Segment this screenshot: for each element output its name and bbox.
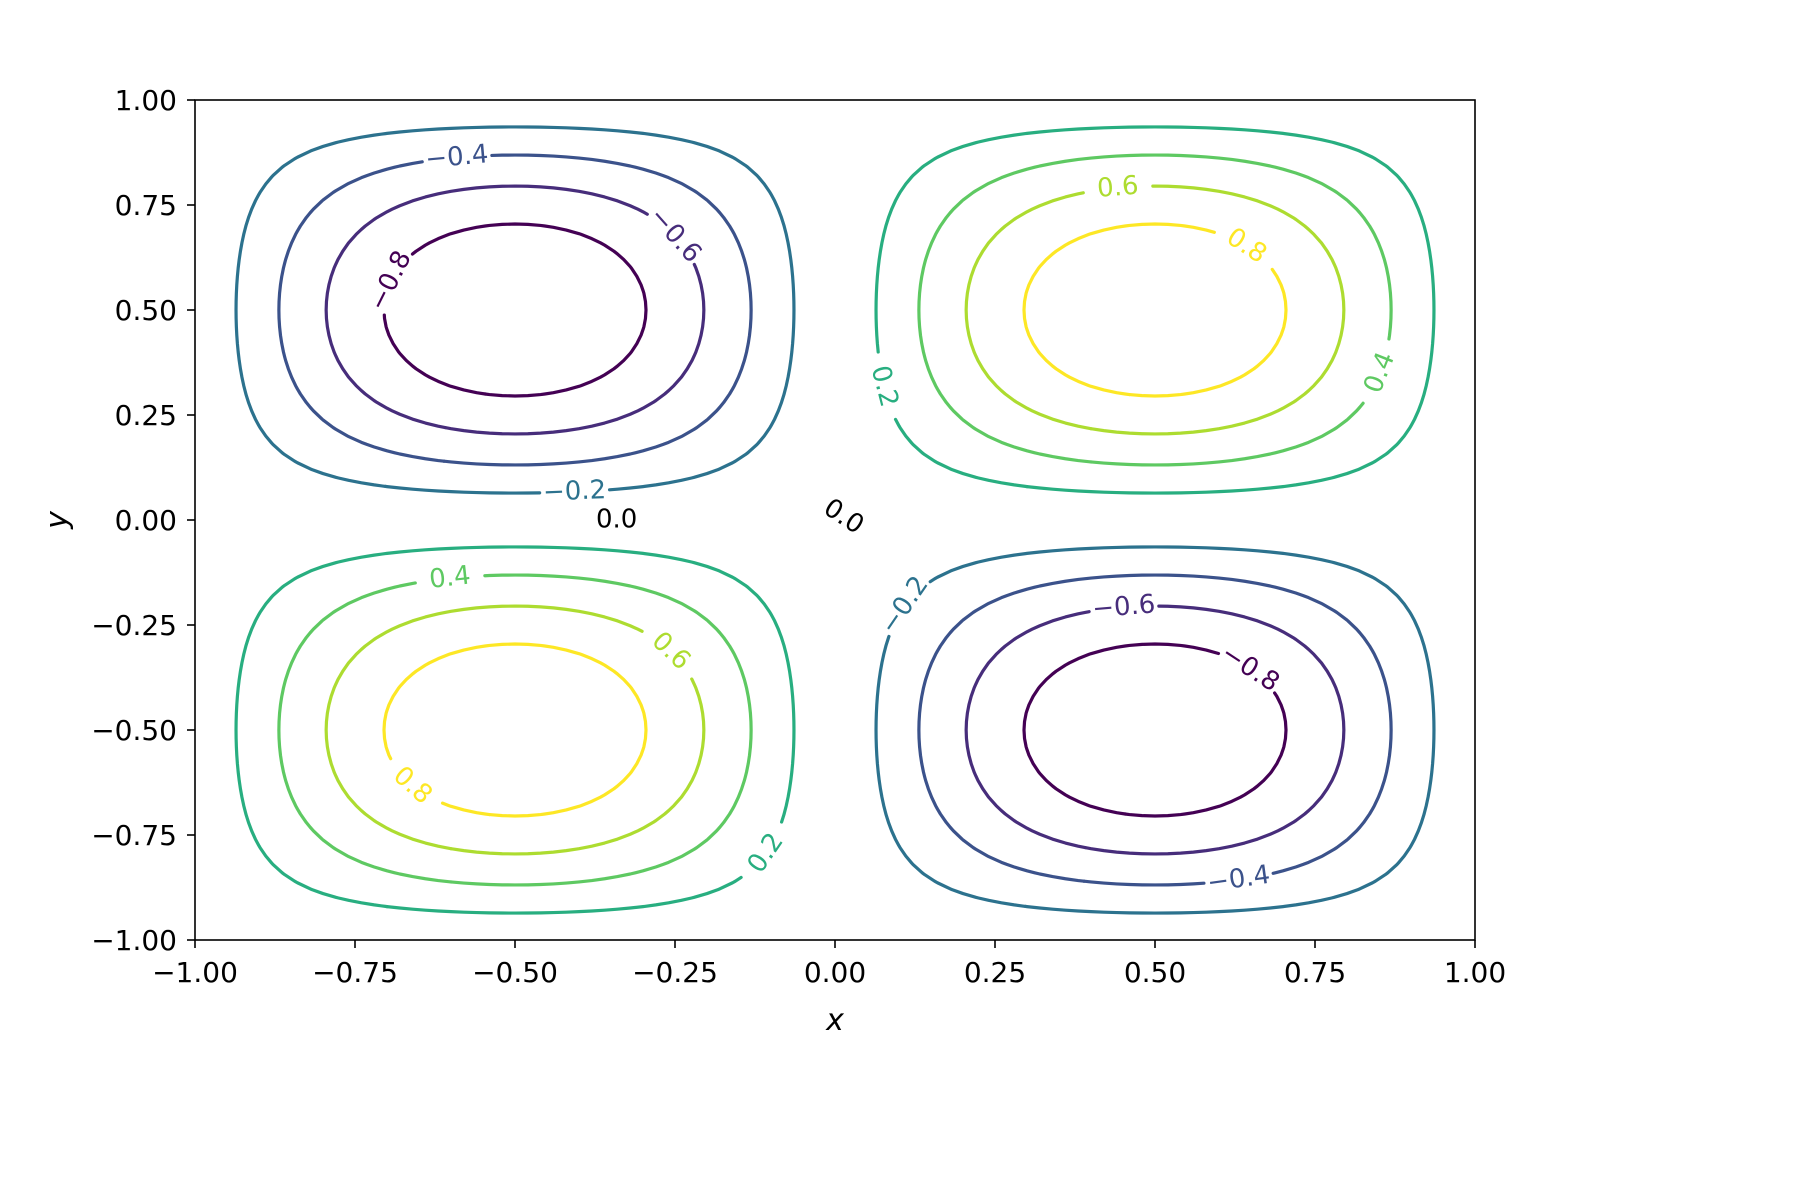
x-tick-label: 1.00	[1444, 956, 1506, 989]
contour-label: −0.6	[1091, 589, 1156, 624]
x-tick-label: −0.75	[312, 956, 398, 989]
y-tick-label: 0.00	[115, 504, 177, 537]
contour-label: 0.6	[1096, 171, 1140, 204]
x-tick-label: 0.75	[1284, 956, 1346, 989]
x-tick-label: −0.25	[632, 956, 718, 989]
contour-label: −0.2	[542, 475, 606, 508]
y-tick-label: 0.75	[115, 189, 177, 222]
contour-label: 0.4	[428, 561, 472, 595]
y-tick-label: 0.50	[115, 294, 177, 327]
contour-chart: −0.8−0.8−0.6−0.6−0.4−0.4−0.2−0.20.00.00.…	[0, 0, 1800, 1200]
x-tick-label: −0.50	[472, 956, 558, 989]
contour-label: −0.4	[424, 139, 490, 174]
y-tick-label: −0.50	[91, 714, 177, 747]
y-tick-label: −0.75	[91, 819, 177, 852]
x-tick-label: 0.25	[964, 956, 1026, 989]
y-tick-label: 1.00	[115, 84, 177, 117]
y-tick-label: −0.25	[91, 609, 177, 642]
x-axis-label: x	[825, 1003, 844, 1038]
x-tick-label: 0.00	[804, 956, 866, 989]
y-tick-label: 0.25	[115, 399, 177, 432]
x-tick-label: −1.00	[152, 956, 238, 989]
y-axis-label: y	[40, 510, 75, 530]
contour-label: 0.0	[596, 505, 637, 535]
chart-svg: −0.8−0.8−0.6−0.6−0.4−0.4−0.2−0.20.00.00.…	[0, 0, 1800, 1200]
x-tick-label: 0.50	[1124, 956, 1186, 989]
y-tick-label: −1.00	[91, 924, 177, 957]
